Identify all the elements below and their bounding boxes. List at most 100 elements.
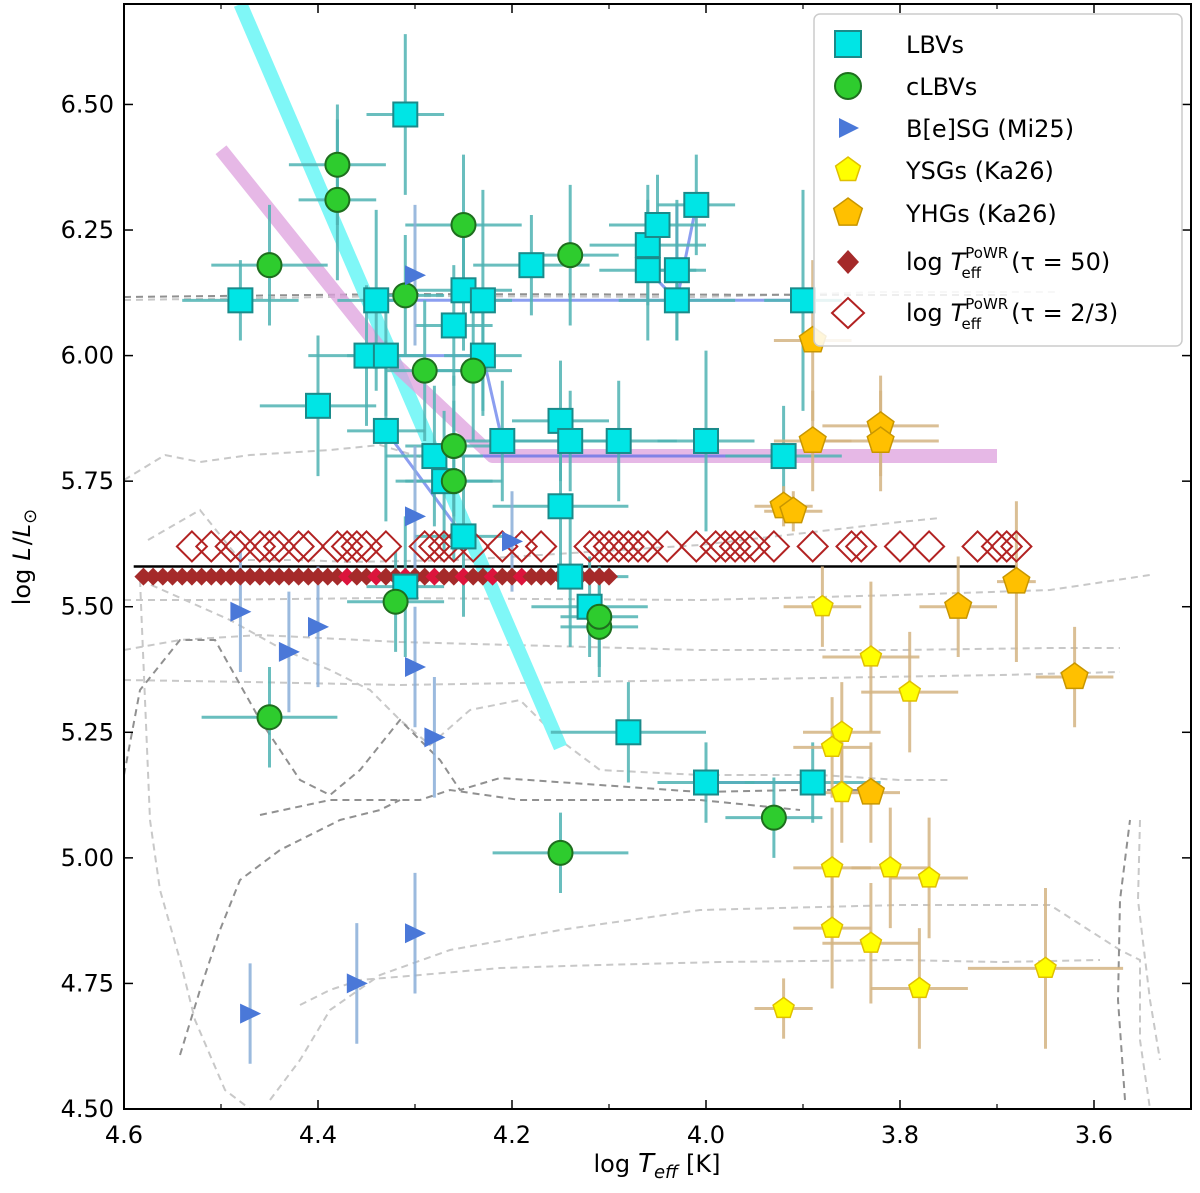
clbv-marker [547,839,574,866]
axis-ticks: 4.6 4.4 4.2 4.0 3.8 3.6 4.50 4.75 5.00 5.25 5.50 5.… [61,4,1192,1149]
track-line [124,639,880,797]
legend-marker-clbv [834,72,862,100]
powr-tau50-marker [212,567,230,586]
powr-tau23-marker [990,530,1024,563]
x-tick-label: 4.4 [299,1121,337,1149]
y-axis-label-prefix: log [8,569,36,606]
ysg-marker [859,931,883,953]
svg-text:logL/L⊙: logL/L⊙ [8,509,41,606]
lbv-marker [634,257,661,284]
x-tick-label: 3.6 [1075,1121,1113,1149]
legend-powr23-sub: eff [962,315,982,333]
track-line [124,443,421,481]
powr-tau50-marker [522,567,541,586]
legend-powr50-var: T [951,248,968,276]
clbv-marker [411,357,438,384]
ysg-marker [820,735,844,758]
yhg-marker [856,777,886,805]
powr-tau50-marker [357,567,376,586]
powr-tau23-marker [883,530,917,563]
legend-label-ysg: YSGs (Ka26) [905,157,1054,185]
legend-marker-lbv [834,30,862,58]
legend-label-clbv: cLBVs [906,73,977,101]
powr-tau50-marker [444,567,463,586]
powr-tau50-marker [503,567,521,586]
lbv-marker [790,287,816,314]
clbv-marker [760,804,787,831]
lbv-marker [227,287,254,314]
track-line [1136,819,1161,1061]
legend-label-bsg: B[e]SG (Mi25) [906,115,1074,143]
powr-tau50-marker [250,567,269,586]
bsg-marker [405,923,426,944]
legend-label-lbv: LBVs [906,31,964,59]
x-tick-label: 4.6 [105,1121,143,1149]
powr-tau50-marker [590,567,609,586]
powr-markers [134,530,1033,586]
y-axis-label-base: L [8,524,36,537]
lbv-marker [305,392,331,419]
lbv-marker [372,417,399,444]
plot-border [123,3,1192,1110]
lbv-marker [615,719,642,746]
y-tick-label: 4.75 [61,969,114,997]
track-line [124,574,1151,602]
legend-powr23-prefix: log [906,299,943,327]
ysg-marker [772,996,795,1019]
evolutionary-tracks [124,291,1161,1109]
lbv-marker [557,427,584,454]
powr-tau50-marker [163,567,182,586]
powr-tau50-marker [221,567,240,586]
lbv-marker [683,191,710,218]
clbv-marker [460,357,487,384]
powr-tau23-marker [214,530,248,563]
powr-tau50-marker [338,567,357,586]
legend-marker-ysg [834,156,862,182]
clbv-marker [392,282,419,309]
ysg-marker [898,680,922,702]
lbv-link-line [384,430,465,538]
y-axis-label-sep: / [8,536,36,545]
track-line [179,799,401,1056]
powr-tau50-marker [347,567,366,586]
powr-tau50-marker [241,567,260,586]
lbv-marker [693,427,719,454]
powr-tau50-marker [464,567,483,586]
clbv-marker [324,186,351,213]
powr-tau50-marker [532,567,551,586]
legend-label-yhg: YHGs (Ka26) [905,200,1057,228]
powr-tau50-marker [493,567,512,586]
x-axis-label-prefix: log [593,1150,630,1178]
x-axis-label-var: T [638,1149,656,1179]
x-tick-label: 3.8 [881,1121,919,1149]
powr-tau23-marker [369,530,403,563]
yhg-marker [1060,662,1089,690]
lbv-marker [392,101,419,128]
clbv-marker [382,588,409,615]
bsg-marker [405,506,426,527]
clbv-marker [324,151,351,178]
lbv-marker [663,287,690,314]
lbv-marker [547,493,574,520]
powr-tau50-marker [260,567,279,586]
clbv-marker [440,468,467,495]
lbv-marker [663,257,690,284]
yhg-marker [866,426,895,454]
lbv-marker [363,287,390,314]
powr-tau23-marker [282,530,316,563]
bsg-marker [502,531,523,552]
y-tick-label: 5.00 [61,844,114,872]
ysg-marker [830,720,854,742]
powr-tau50-marker [328,567,347,586]
powr-tau23-marker [524,530,558,563]
ysg-marker [908,976,931,999]
bsg-marker [240,1003,262,1024]
lbv-marker [450,523,477,550]
x-axis-label-sub: eff [654,1162,680,1183]
powr-tau23-marker [650,530,684,563]
powr-tau23-marker [621,530,655,563]
powr-tau50-marker [367,567,386,586]
bsg-marker [230,601,252,622]
powr-tau50-marker [134,567,153,586]
